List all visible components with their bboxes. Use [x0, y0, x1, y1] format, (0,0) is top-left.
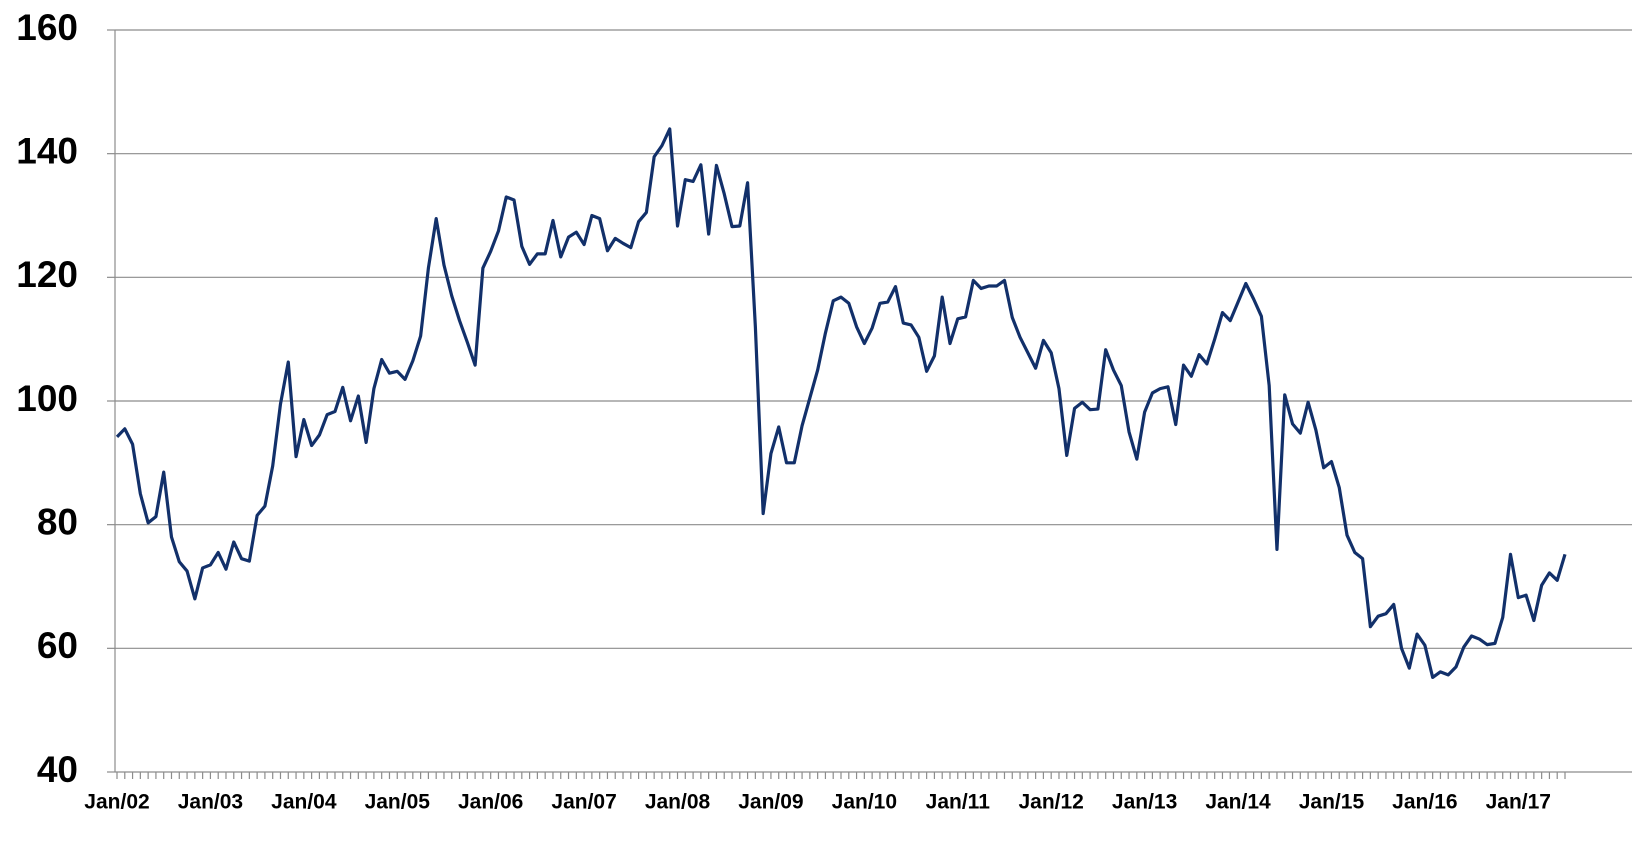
data-line: [115, 127, 1567, 679]
x-tick-label: Jan/13: [1112, 791, 1177, 814]
y-tick-label: 140: [16, 130, 78, 171]
x-tick-label: Jan/09: [738, 791, 803, 814]
x-tick-label: Jan/02: [84, 791, 149, 814]
x-tick-label: Jan/15: [1299, 791, 1365, 814]
y-tick-label: 60: [37, 625, 78, 666]
y-tick-label: 120: [16, 254, 78, 295]
x-tick-label: Jan/03: [178, 791, 243, 814]
y-tick-label: 80: [37, 501, 78, 542]
x-tick-label: Jan/11: [926, 791, 991, 814]
x-tick-label: Jan/08: [645, 791, 711, 814]
y-tick-label: 160: [16, 7, 78, 48]
x-tick-label: Jan/10: [832, 791, 897, 814]
x-tick-label: Jan/05: [365, 791, 431, 814]
y-tick-label: 40: [37, 749, 78, 790]
x-tick-label: Jan/16: [1392, 791, 1457, 814]
x-tick-label: Jan/06: [458, 791, 523, 814]
x-tick-label: Jan/04: [271, 791, 337, 814]
x-tick-label: Jan/12: [1018, 791, 1083, 814]
x-tick-label: Jan/14: [1205, 791, 1271, 814]
x-tick-label: Jan/17: [1486, 791, 1551, 814]
y-tick-label: 100: [16, 378, 78, 419]
x-tick-label: Jan/07: [551, 791, 616, 814]
